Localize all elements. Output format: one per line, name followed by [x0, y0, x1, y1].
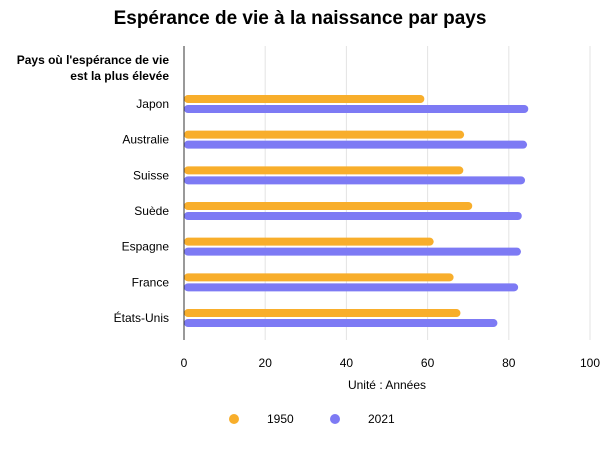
bar-2021-2: [184, 140, 528, 149]
legend-item-1950: 1950: [229, 412, 294, 426]
category-label: Japon: [136, 97, 169, 111]
legend-marker-icon: [330, 414, 340, 424]
bar-2021-7: [184, 319, 498, 328]
x-tick-label: 60: [421, 356, 435, 370]
bar-1950-6: [184, 273, 454, 282]
legend-label: 1950: [267, 412, 294, 426]
x-tick-label: 80: [502, 356, 516, 370]
x-tick-label: 100: [580, 356, 600, 370]
x-tick-label: 0: [181, 356, 188, 370]
x-tick-label: 20: [259, 356, 273, 370]
bars: [184, 95, 529, 328]
category-label: États-Unis: [114, 310, 169, 325]
bar-2021-4: [184, 212, 522, 221]
x-tick-labels: 0 20 40 60 80 100: [181, 356, 600, 370]
bar-1950-3: [184, 166, 464, 175]
category-labels: Japon Australie Suisse Suède Espagne France Ét…: [114, 97, 170, 325]
category-label: Suède: [134, 204, 169, 218]
category-label: Australie: [122, 133, 169, 147]
bar-1950-1: [184, 95, 425, 103]
bar-1950-2: [184, 130, 465, 139]
chart-title: Espérance de vie à la naissance par pays: [113, 8, 487, 29]
category-label: France: [132, 275, 170, 289]
legend-item-2021: 2021: [330, 412, 395, 426]
bar-1950-7: [184, 309, 461, 318]
bar-1950-4: [184, 202, 473, 211]
category-label: Suisse: [133, 168, 169, 182]
category-label: Espagne: [122, 240, 170, 254]
legend-marker-icon: [229, 414, 239, 424]
bar-1950-5: [184, 237, 434, 246]
legend-label: 2021: [368, 412, 395, 426]
bar-2021-1: [184, 105, 529, 113]
x-axis-title: Unité : Années: [348, 378, 426, 392]
y-axis-title: Pays où l'espérance de vie est la plus é…: [16, 53, 169, 83]
gridlines: [264, 46, 591, 340]
x-tick-label: 40: [340, 356, 354, 370]
bar-2021-5: [184, 247, 521, 256]
bar-2021-6: [184, 283, 519, 292]
bar-2021-3: [184, 176, 526, 185]
legend: 1950 2021: [0, 412, 600, 432]
